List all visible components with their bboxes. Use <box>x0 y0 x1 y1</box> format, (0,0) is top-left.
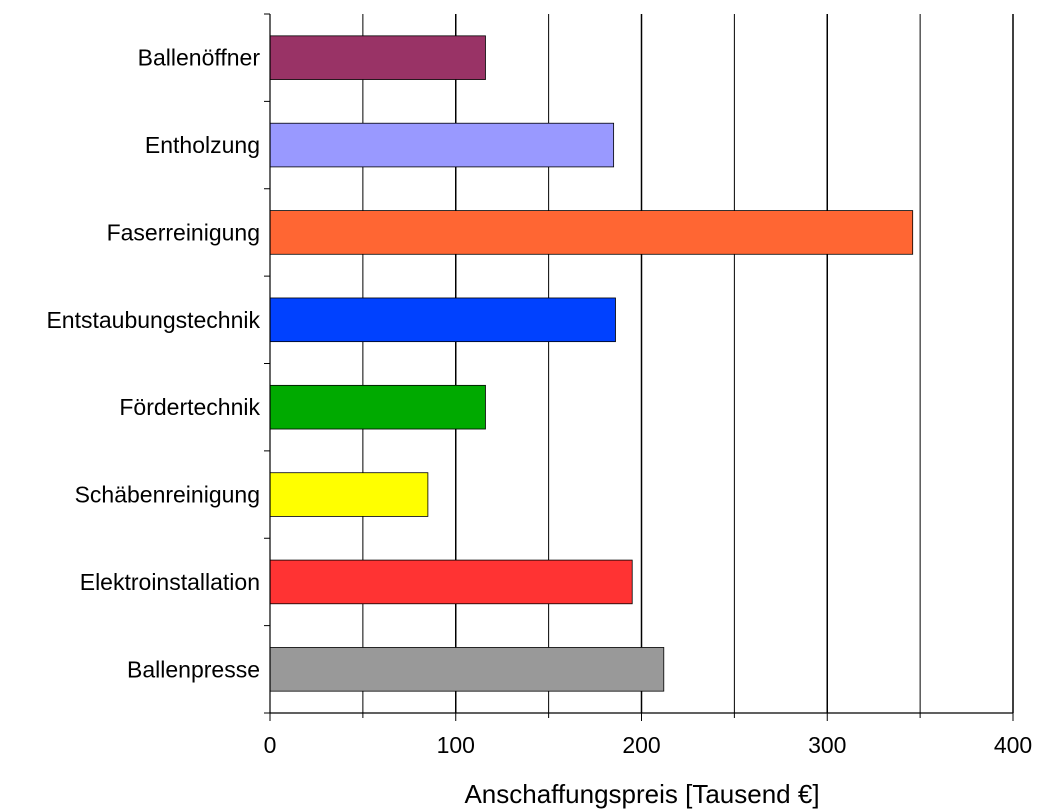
label-layer: Ballenöffner Entholzung Faserreinigung Ents… <box>46 45 1032 758</box>
bar-layer <box>269 35 914 692</box>
category-label: Fördertechnik <box>119 394 260 420</box>
x-tick-label: 200 <box>622 732 660 758</box>
grid-layer <box>362 14 1014 713</box>
category-label: Entstaubungstechnik <box>46 307 260 333</box>
category-label: Ballenpresse <box>127 656 260 682</box>
bar <box>269 35 486 80</box>
bar <box>269 472 429 517</box>
bar <box>269 297 616 343</box>
category-label: Schäbenreinigung <box>75 482 260 508</box>
category-label: Ballenöffner <box>138 45 261 71</box>
x-tick-label: 100 <box>437 732 475 758</box>
axis-layer <box>264 13 1014 721</box>
category-label: Entholzung <box>145 132 260 158</box>
bar <box>269 210 914 255</box>
x-tick-label: 400 <box>994 732 1032 758</box>
x-tick-label: 300 <box>808 732 846 758</box>
x-axis-title: Anschaffungspreis [Tausend €] <box>464 779 819 809</box>
bar <box>269 647 665 692</box>
category-label: Elektroinstallation <box>80 569 260 595</box>
bar <box>269 122 615 168</box>
x-tick-label: 0 <box>264 732 277 758</box>
bar <box>269 559 633 605</box>
bar <box>269 384 486 430</box>
category-label: Faserreinigung <box>107 219 260 245</box>
